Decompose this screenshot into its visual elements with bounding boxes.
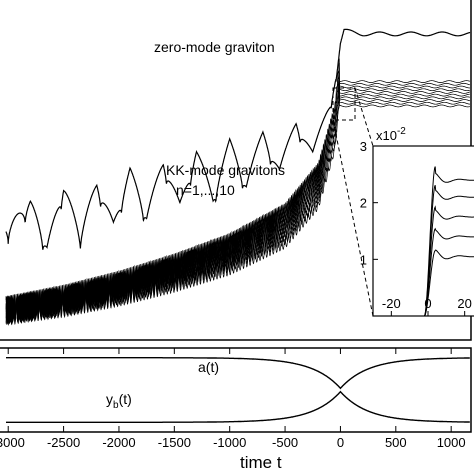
top-panel-curves — [5, 28, 471, 326]
series-kk-mode-n8 — [5, 67, 471, 320]
kk-mode-label: KK-mode gravitons — [166, 162, 285, 178]
x-tick-label: -1500 — [158, 435, 191, 450]
x-tick-label: -2000 — [102, 435, 135, 450]
x-tick-label: -3000 — [0, 435, 25, 450]
zoom-box — [332, 87, 356, 121]
x-tick-label: 0 — [337, 435, 344, 450]
x-axis-title: time t — [240, 453, 282, 472]
x-axis-ticks: -3000 -2500 -2000 -1500 -1000 -500 0 500 1000 — [0, 348, 466, 450]
bottom-panel-curves — [6, 357, 470, 423]
x-tick-label: -1000 — [213, 435, 246, 450]
bottom-panel-frame — [0, 347, 472, 433]
kk-mode-range-label: n=1,...,10 — [176, 182, 235, 198]
series-zero-mode-graviton — [5, 28, 471, 250]
series-kk-mode-n10 — [5, 58, 470, 318]
x-tick-label: -2500 — [47, 435, 80, 450]
a-t-label: a(t) — [198, 359, 219, 375]
inset-chart: 1 2 3 -20 0 20 x10-2 — [360, 126, 474, 317]
inset-y-tick-label: 2 — [360, 196, 367, 211]
inset-y-tick-label: 1 — [360, 252, 367, 267]
inset-x-tick-label: 0 — [424, 296, 431, 311]
x-tick-label: 500 — [385, 435, 407, 450]
inset-scale-label: x10-2 — [376, 126, 406, 143]
x-tick-label: -500 — [272, 435, 298, 450]
yb-t-label: yb(t) — [106, 391, 132, 411]
x-tick-label: 1000 — [437, 435, 466, 450]
inset-frame — [372, 145, 474, 317]
zoom-line-top — [354, 87, 374, 147]
inset-x-tick-label: 20 — [457, 296, 471, 311]
inset-ticks: 1 2 3 -20 0 20 — [360, 139, 472, 316]
inset-y-tick-label: 3 — [360, 139, 367, 154]
series-yb-t — [6, 390, 470, 423]
zero-mode-label: zero-mode graviton — [154, 39, 275, 55]
inset-x-tick-label: -20 — [382, 296, 401, 311]
series-a-t — [6, 357, 470, 390]
series-kk-mode-n9 — [5, 62, 471, 319]
zoom-line-bottom — [332, 119, 374, 317]
